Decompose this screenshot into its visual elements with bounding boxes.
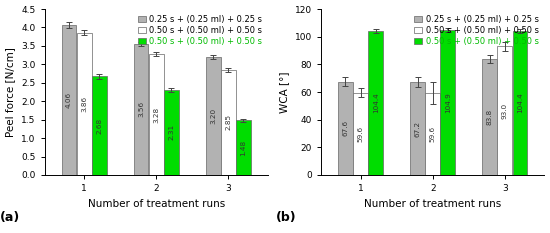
Y-axis label: Peel force [N/cm]: Peel force [N/cm]: [6, 47, 15, 137]
Bar: [149, 54, 163, 175]
Text: 67.6: 67.6: [343, 120, 349, 136]
Text: 93.0: 93.0: [502, 103, 508, 119]
Bar: [77, 33, 91, 175]
Text: 2.31: 2.31: [168, 124, 174, 140]
Bar: [353, 93, 368, 175]
Bar: [236, 120, 251, 175]
Text: 3.56: 3.56: [138, 101, 144, 117]
Text: 2.85: 2.85: [226, 114, 232, 130]
Legend: 0.25 s + (0.25 ml) + 0.25 s, 0.50 s + (0.50 ml) + 0.50 s, 0.50 s + (0.50 ml) + 0: 0.25 s + (0.25 ml) + 0.25 s, 0.50 s + (0…: [412, 13, 540, 48]
Text: 104.4: 104.4: [517, 93, 523, 113]
Text: 59.6: 59.6: [358, 126, 364, 142]
Text: 1.48: 1.48: [240, 140, 246, 156]
Bar: [368, 31, 383, 175]
Text: 104.9: 104.9: [445, 92, 451, 113]
Text: 67.2: 67.2: [415, 120, 421, 137]
Text: 3.86: 3.86: [81, 96, 87, 112]
Text: (a): (a): [0, 212, 20, 224]
Text: (b): (b): [276, 212, 297, 224]
Text: 59.6: 59.6: [430, 126, 436, 142]
Y-axis label: WCA [°]: WCA [°]: [279, 71, 289, 113]
Text: 104.4: 104.4: [373, 93, 379, 113]
Bar: [482, 59, 497, 175]
Bar: [92, 76, 107, 175]
Bar: [425, 93, 440, 175]
Bar: [441, 30, 455, 175]
X-axis label: Number of treatment runs: Number of treatment runs: [364, 199, 501, 209]
Bar: [221, 70, 236, 175]
Bar: [62, 25, 76, 175]
Text: 3.28: 3.28: [153, 106, 160, 123]
Bar: [513, 31, 527, 175]
Text: 83.8: 83.8: [487, 109, 493, 125]
Text: 4.06: 4.06: [66, 92, 72, 108]
Legend: 0.25 s + (0.25 ml) + 0.25 s, 0.50 s + (0.50 ml) + 0.50 s, 0.50 s + (0.50 ml) + 0: 0.25 s + (0.25 ml) + 0.25 s, 0.50 s + (0…: [136, 13, 264, 48]
Bar: [497, 46, 512, 175]
Text: 3.20: 3.20: [210, 108, 216, 124]
Bar: [164, 90, 179, 175]
Bar: [206, 57, 221, 175]
Bar: [338, 82, 353, 175]
Bar: [410, 82, 425, 175]
Text: 2.68: 2.68: [96, 117, 102, 134]
Bar: [134, 44, 149, 175]
X-axis label: Number of treatment runs: Number of treatment runs: [87, 199, 225, 209]
